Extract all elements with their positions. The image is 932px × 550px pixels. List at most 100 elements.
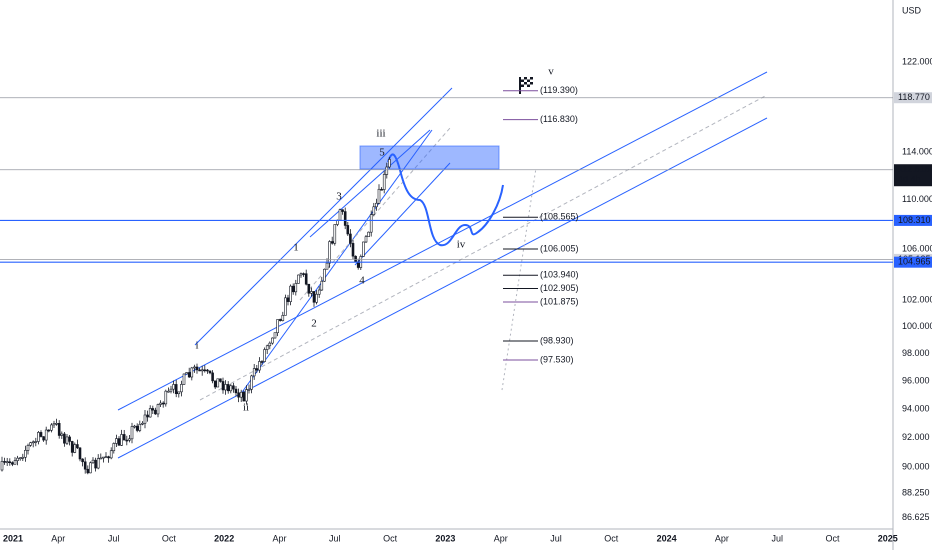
candle-body <box>104 456 108 458</box>
candle-body <box>182 373 186 385</box>
price-label: 100.000 <box>902 321 932 331</box>
time-label: 2023 <box>435 533 455 543</box>
candle-body <box>26 445 30 451</box>
price-label: 96.000 <box>902 375 930 385</box>
candle-body <box>94 459 97 469</box>
candle-body <box>31 441 35 444</box>
price-label: 106.000 <box>902 243 932 253</box>
wave-label: 3 <box>336 191 342 203</box>
time-label: Apr <box>715 533 729 543</box>
candle-body <box>5 461 9 464</box>
price-label: 114.000 <box>902 147 932 157</box>
level-label: (101.875) <box>540 296 579 306</box>
candle-body <box>325 262 329 270</box>
candle-body <box>237 392 240 398</box>
candle-body <box>255 368 259 371</box>
candle-body <box>273 332 277 339</box>
candle-body <box>102 456 105 459</box>
candle-body <box>330 241 334 244</box>
candle-body <box>161 402 165 405</box>
candle-body <box>70 441 74 453</box>
candle-body <box>99 457 103 460</box>
candle-body <box>180 384 183 393</box>
candle-body <box>34 441 38 443</box>
wave-label: 2 <box>311 318 317 330</box>
candle-body <box>195 366 199 371</box>
wave-label: iii <box>376 128 385 140</box>
price-label: 110.000 <box>902 194 932 204</box>
candle-body <box>323 268 326 282</box>
candle-body <box>250 375 253 390</box>
candle-body <box>73 444 77 453</box>
candle-body <box>11 462 14 465</box>
candle-body <box>83 461 87 470</box>
candle-body <box>252 368 256 377</box>
candle-body <box>258 361 261 371</box>
candle-body <box>226 384 230 392</box>
candle-body <box>8 461 12 464</box>
trend-line <box>194 87 453 346</box>
candle-body <box>65 436 69 444</box>
candle-body <box>81 458 84 463</box>
candle-body <box>159 402 162 405</box>
candle-body <box>284 297 287 316</box>
candle-body <box>315 293 318 303</box>
candle-body <box>276 319 279 334</box>
candle-body <box>291 285 295 293</box>
candle-body <box>224 384 227 391</box>
price-tag <box>894 164 932 187</box>
candle-body <box>169 388 173 392</box>
level-label: (119.390) <box>540 85 578 95</box>
candle-body <box>193 366 196 369</box>
candle-body <box>190 367 194 378</box>
candle-body <box>299 273 303 276</box>
candle-body <box>375 202 378 208</box>
candle-body <box>156 404 160 415</box>
time-label: 2024 <box>657 533 677 543</box>
price-label: 122.000 <box>902 56 932 66</box>
candle-body <box>198 369 201 372</box>
candle-body <box>317 289 321 295</box>
candle-body <box>320 280 324 291</box>
candle-body <box>143 414 147 424</box>
candle-body <box>117 438 121 446</box>
time-label: Apr <box>494 533 508 543</box>
candle-body <box>164 390 168 405</box>
level-label: (106.005) <box>540 243 579 253</box>
candle-body <box>24 450 27 458</box>
candle-body <box>380 188 383 191</box>
candle-body <box>91 459 95 464</box>
wave-label: iv <box>457 239 466 251</box>
channel-lower <box>117 117 768 459</box>
finish-flag <box>519 77 533 94</box>
candle-body <box>96 458 100 469</box>
price-tag <box>894 256 932 268</box>
candle-body <box>245 389 248 402</box>
time-label: 2022 <box>214 533 234 543</box>
candle-body <box>367 231 370 238</box>
candle-body <box>263 349 266 362</box>
candle-body <box>115 438 118 444</box>
candle-body <box>208 370 212 374</box>
candle-body <box>312 291 316 303</box>
time-label: Jul <box>771 533 783 543</box>
wave-label: 5 <box>379 147 385 159</box>
candle-body <box>211 372 214 382</box>
wave-label: i <box>195 340 198 352</box>
candle-body <box>44 429 48 441</box>
candle-body <box>362 241 365 257</box>
level-label: (103.940) <box>540 270 579 280</box>
candle-body <box>286 297 290 302</box>
candle-body <box>21 456 25 459</box>
time-label: 2025 <box>878 533 898 543</box>
candle-body <box>271 337 274 344</box>
candle-body <box>172 384 175 390</box>
candle-body <box>146 414 149 418</box>
candle-body <box>333 224 337 244</box>
candle-body <box>265 345 269 350</box>
candle-body <box>50 424 53 431</box>
currency: USD <box>902 5 922 15</box>
